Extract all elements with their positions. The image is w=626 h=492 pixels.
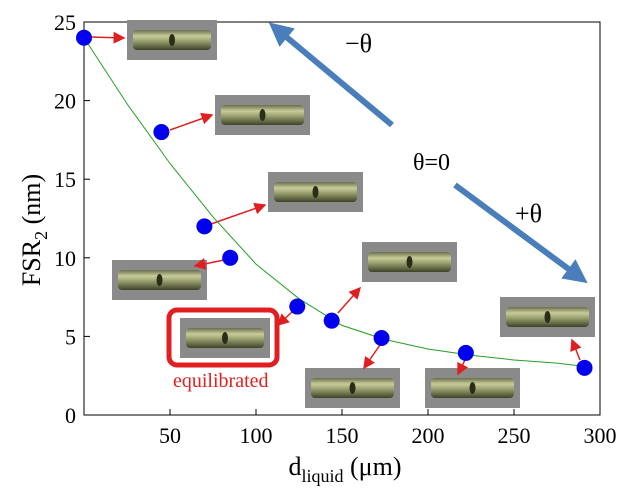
- chart: −θ θ=0 +θ equilibrated FSR2 (nm) dliquid…: [0, 0, 626, 492]
- x-tick-label: 150: [326, 423, 359, 448]
- y-label-rest: (nm): [17, 174, 46, 231]
- annotation: +θ: [515, 199, 542, 228]
- x-tick-label: 200: [412, 423, 445, 448]
- point: [324, 313, 340, 329]
- y-tick-label: 0: [65, 403, 76, 428]
- y-axis-label: FSR2 (nm): [17, 174, 51, 286]
- point: [458, 345, 474, 361]
- annotation: equilibrated: [173, 370, 269, 392]
- point: [76, 30, 92, 46]
- x-label-rest: (μm): [344, 452, 402, 481]
- annotation: −θ: [345, 29, 372, 58]
- droplet: [157, 274, 163, 286]
- y-tick-label: 5: [65, 324, 76, 349]
- droplet: [545, 311, 551, 323]
- y-tick-label: 25: [54, 10, 76, 35]
- droplet: [350, 382, 356, 394]
- y-label-sub: 2: [31, 231, 51, 240]
- y-label-main: FSR: [17, 239, 46, 286]
- y-tick-label: 10: [54, 246, 76, 271]
- x-tick-label: 100: [240, 423, 273, 448]
- droplet: [470, 382, 476, 394]
- droplet: [222, 332, 228, 344]
- point: [374, 330, 390, 346]
- point: [196, 218, 212, 234]
- droplet: [260, 109, 266, 121]
- x-label-main: d: [289, 452, 302, 481]
- x-label-sub: liquid: [302, 466, 344, 486]
- y-tick-label: 15: [54, 167, 76, 192]
- x-tick-label: 300: [584, 423, 617, 448]
- droplet: [313, 186, 319, 198]
- point: [289, 299, 305, 315]
- x-axis-label: dliquid (μm): [289, 452, 402, 486]
- x-tick-label: 50: [159, 423, 181, 448]
- point: [577, 360, 593, 376]
- x-tick-label: 250: [498, 423, 531, 448]
- annotation: θ=0: [413, 150, 450, 176]
- droplet: [407, 256, 413, 268]
- point: [222, 250, 238, 266]
- point: [153, 124, 169, 140]
- y-tick-label: 20: [54, 89, 76, 114]
- droplet: [169, 34, 175, 46]
